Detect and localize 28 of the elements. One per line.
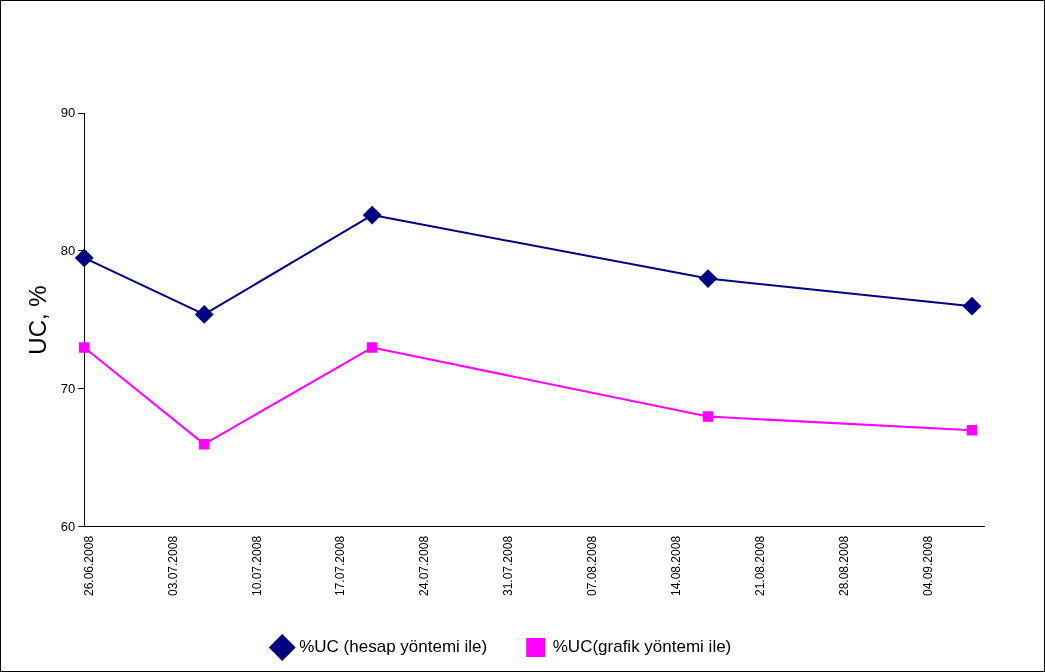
point bbox=[702, 411, 714, 422]
point bbox=[198, 438, 210, 450]
legend-label: %UC(grafik yöntemi ile) bbox=[552, 637, 732, 657]
y-axis-title: UC, % bbox=[24, 285, 52, 355]
point bbox=[966, 425, 978, 436]
y-tick-label: 80 bbox=[60, 242, 76, 258]
x-tick-label: 28.08.2008 bbox=[837, 535, 852, 596]
point bbox=[963, 297, 981, 316]
x-tick-label: 17.07.2008 bbox=[333, 535, 348, 596]
x-tick-label: 26.06.2008 bbox=[81, 535, 96, 596]
point bbox=[75, 248, 94, 267]
x-tick-label: 21.08.2008 bbox=[753, 535, 768, 596]
point bbox=[366, 342, 378, 353]
point bbox=[363, 206, 382, 225]
y-tick-label: 60 bbox=[60, 518, 76, 534]
x-tick-label: 31.07.2008 bbox=[501, 535, 516, 596]
x-tick-label: 24.07.2008 bbox=[417, 535, 432, 596]
x-tick-label: 07.08.2008 bbox=[585, 535, 600, 596]
point bbox=[79, 342, 90, 353]
point bbox=[195, 305, 214, 324]
x-tick-label: 14.08.2008 bbox=[669, 535, 684, 596]
point bbox=[699, 269, 718, 288]
x-tick-label: 03.07.2008 bbox=[165, 535, 180, 596]
y-tick-label: 90 bbox=[60, 104, 76, 120]
y-tick-label: 70 bbox=[60, 380, 76, 396]
x-tick-label: 04.09.2008 bbox=[921, 535, 936, 596]
legend-label: %UC (hesap yöntemi ile) bbox=[299, 637, 488, 657]
x-tick-label: 10.07.2008 bbox=[249, 535, 264, 596]
